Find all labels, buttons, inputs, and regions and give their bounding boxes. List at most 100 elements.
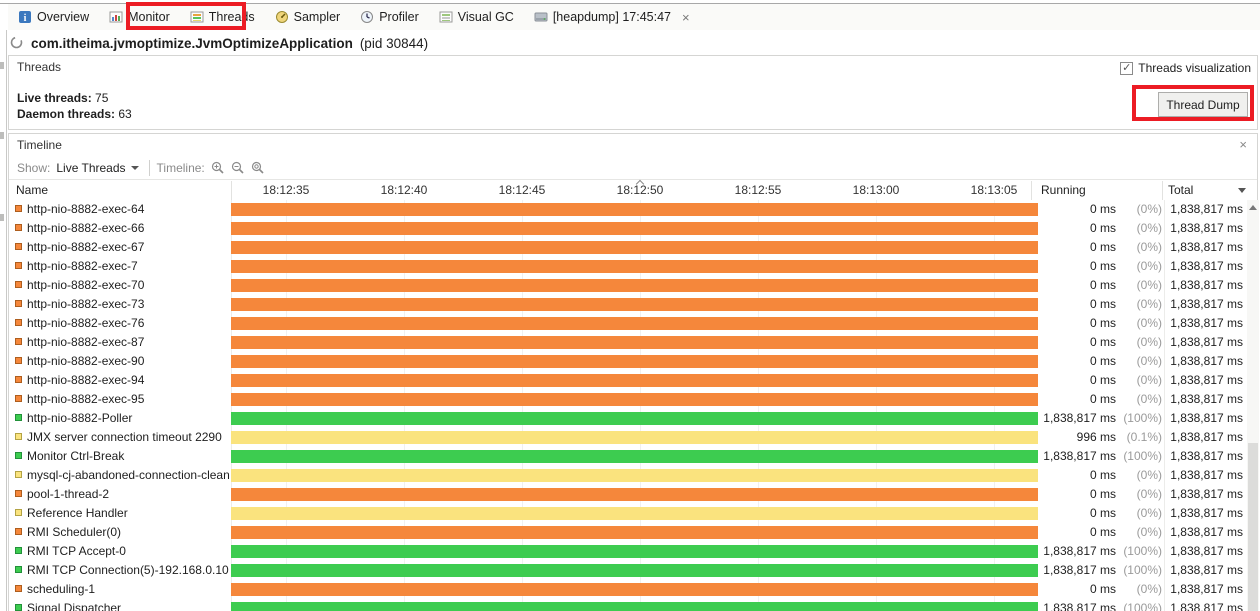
thread-timeline-bar[interactable] — [231, 241, 1038, 254]
thread-name: http-nio-8882-exec-64 — [27, 202, 145, 216]
running-value: 1,838,817 ms — [1043, 449, 1116, 463]
scrollbar-thumb[interactable] — [1248, 443, 1258, 611]
table-row[interactable]: RMI Scheduler(0) 0 ms (0%) 1,838,817 ms — [10, 523, 1246, 542]
thread-name: http-nio-8882-exec-7 — [27, 259, 138, 273]
tab-close-icon[interactable]: × — [681, 9, 690, 25]
table-row[interactable]: RMI TCP Connection(5)-192.168.0.10 1,838,… — [10, 561, 1246, 580]
thread-timeline-bar[interactable] — [231, 507, 1038, 520]
tab-visual-gc[interactable]: Visual GC — [429, 4, 524, 30]
tab-heapdump[interactable]: [heapdump] 17:45:47 × — [524, 4, 700, 30]
tab-overview[interactable]: i Overview — [8, 4, 99, 30]
thread-timeline-bar[interactable] — [231, 526, 1038, 539]
toolbar-divider — [148, 159, 150, 176]
table-row[interactable]: Reference Handler 0 ms (0%) 1,838,817 ms — [10, 504, 1246, 523]
thread-timeline-bar[interactable] — [231, 374, 1038, 387]
checkbox-checked-icon[interactable]: ✓ — [1120, 61, 1134, 75]
total-value: 1,838,817 ms — [1170, 411, 1243, 425]
time-tick-label: 18:12:40 — [380, 183, 428, 197]
total-value: 1,838,817 ms — [1170, 240, 1243, 254]
splitter-edge[interactable] — [6, 30, 7, 611]
threads-visualization-option[interactable]: ✓ Threads visualization — [1120, 61, 1251, 75]
table-row[interactable]: http-nio-8882-exec-94 0 ms (0%) 1,838,817 m… — [10, 371, 1246, 390]
zoom-out-icon[interactable] — [231, 161, 245, 175]
thread-timeline-bar[interactable] — [231, 203, 1038, 216]
threads-icon — [190, 10, 204, 24]
thread-dump-button[interactable]: Thread Dump — [1158, 92, 1248, 117]
thread-timeline-bar[interactable] — [231, 450, 1038, 463]
table-row[interactable]: scheduling-1 0 ms (0%) 1,838,817 ms — [10, 580, 1246, 599]
thread-state-icon — [15, 376, 22, 383]
table-row[interactable]: Signal Dispatcher 1,838,817 ms (100%) 1,838… — [10, 599, 1246, 611]
tab-monitor[interactable]: Monitor — [99, 4, 180, 30]
table-row[interactable]: JMX server connection timeout 2290 996 ms… — [10, 428, 1246, 447]
tab-threads[interactable]: Threads — [180, 4, 265, 30]
thread-timeline-bar[interactable] — [231, 355, 1038, 368]
table-row[interactable]: http-nio-8882-exec-76 0 ms (0%) 1,838,817 m… — [10, 314, 1246, 333]
thread-timeline-bar[interactable] — [231, 317, 1038, 330]
table-row[interactable]: http-nio-8882-exec-73 0 ms (0%) 1,838,817 m… — [10, 295, 1246, 314]
thread-name: pool-1-thread-2 — [27, 487, 110, 501]
thread-timeline-bar[interactable] — [231, 545, 1038, 558]
table-row[interactable]: pool-1-thread-2 0 ms (0%) 1,838,817 ms — [10, 485, 1246, 504]
threads-summary-panel: Threads ✓ Threads visualization Live thr… — [8, 55, 1258, 130]
overview-icon: i — [18, 10, 32, 24]
thread-timeline-bar[interactable] — [231, 260, 1038, 273]
scroll-up-icon[interactable] — [1247, 200, 1259, 215]
thread-timeline-bar[interactable] — [231, 488, 1038, 501]
table-row[interactable]: http-nio-8882-exec-67 0 ms (0%) 1,838,817 m… — [10, 238, 1246, 257]
tab-label: Visual GC — [457, 10, 514, 24]
running-column-header[interactable]: Running — [1041, 183, 1086, 197]
thread-timeline-bar[interactable] — [231, 583, 1038, 596]
thread-timeline-bar[interactable] — [231, 298, 1038, 311]
tab-sampler[interactable]: Sampler — [265, 4, 351, 30]
profiler-icon — [360, 10, 374, 24]
thread-timeline-bar[interactable] — [231, 279, 1038, 292]
table-row[interactable]: http-nio-8882-exec-70 0 ms (0%) 1,838,817 m… — [10, 276, 1246, 295]
threads-visualization-label: Threads visualization — [1138, 61, 1251, 75]
table-row[interactable]: RMI TCP Accept-0 1,838,817 ms (100%) 1,838,… — [10, 542, 1246, 561]
thread-timeline-bar[interactable] — [231, 602, 1038, 611]
table-row[interactable]: http-nio-8882-exec-7 0 ms (0%) 1,838,817 ms — [10, 257, 1246, 276]
thread-timeline-bar[interactable] — [231, 431, 1038, 444]
table-row[interactable]: http-nio-8882-Poller 1,838,817 ms (100%) 1,… — [10, 409, 1246, 428]
thread-state-icon — [15, 338, 22, 345]
thread-timeline-bar[interactable] — [231, 336, 1038, 349]
running-percent: (0.1%) — [1126, 430, 1162, 444]
total-value: 1,838,817 ms — [1170, 449, 1243, 463]
timeline-close-icon[interactable]: × — [1239, 137, 1247, 152]
running-value: 0 ms — [1089, 221, 1116, 235]
daemon-threads-value: 63 — [118, 107, 132, 121]
column-options-icon[interactable] — [1238, 188, 1246, 193]
thread-state-icon — [15, 604, 22, 611]
show-threads-dropdown[interactable]: Live Threads — [56, 161, 139, 175]
zoom-fit-icon[interactable] — [251, 161, 265, 175]
table-row[interactable]: mysql-cj-abandoned-connection-cleanup 0 m… — [10, 466, 1246, 485]
vertical-scrollbar[interactable] — [1247, 200, 1259, 611]
table-row[interactable]: Monitor Ctrl-Break 1,838,817 ms (100%) 1,83… — [10, 447, 1246, 466]
running-percent: (100%) — [1123, 563, 1162, 577]
tab-profiler[interactable]: Profiler — [350, 4, 429, 30]
thread-timeline-bar[interactable] — [231, 222, 1038, 235]
total-column-header[interactable]: Total — [1168, 183, 1194, 197]
thread-timeline-bar[interactable] — [231, 469, 1038, 482]
running-percent: (100%) — [1123, 449, 1162, 463]
window-top-border — [0, 3, 1260, 4]
tab-label: Monitor — [128, 10, 170, 24]
thread-timeline-bar[interactable] — [231, 393, 1038, 406]
time-tick-label: 18:13:00 — [852, 183, 900, 197]
running-value: 0 ms — [1089, 468, 1116, 482]
table-row[interactable]: http-nio-8882-exec-66 0 ms (0%) 1,838,817 m… — [10, 219, 1246, 238]
thread-timeline-bar[interactable] — [231, 564, 1038, 577]
table-row[interactable]: http-nio-8882-exec-87 0 ms (0%) 1,838,817 m… — [10, 333, 1246, 352]
thread-state-icon — [15, 262, 22, 269]
thread-timeline-bar[interactable] — [231, 412, 1038, 425]
table-row[interactable]: http-nio-8882-exec-64 0 ms (0%) 1,838,817 m… — [10, 200, 1246, 219]
running-value: 0 ms — [1089, 582, 1116, 596]
name-column-header[interactable]: Name — [16, 183, 49, 197]
zoom-in-icon[interactable] — [211, 161, 225, 175]
table-row[interactable]: http-nio-8882-exec-95 0 ms (0%) 1,838,817 m… — [10, 390, 1246, 409]
table-row[interactable]: http-nio-8882-exec-90 0 ms (0%) 1,838,817 m… — [10, 352, 1246, 371]
column-divider — [1031, 181, 1032, 200]
thread-name: scheduling-1 — [27, 582, 96, 596]
column-divider — [231, 181, 232, 200]
